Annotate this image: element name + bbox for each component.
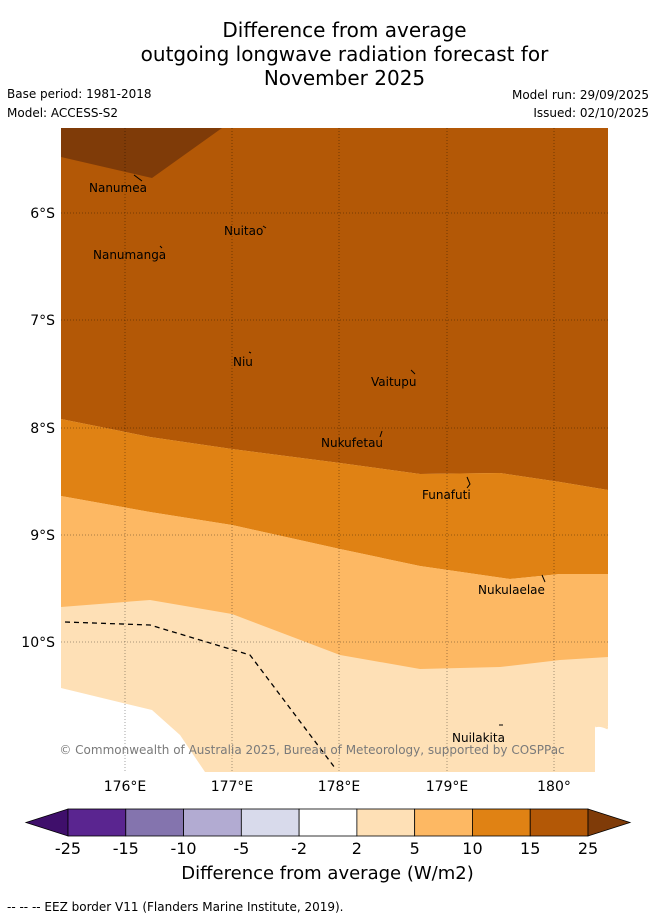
eez-border-line xyxy=(64,621,336,769)
place-label-nukulaelae: Nukulaelae xyxy=(478,583,545,597)
model-text: Model: ACCESS-S2 xyxy=(7,106,119,120)
colorbar-tick-label: 2 xyxy=(351,839,362,858)
colorbar-tick-label: 25 xyxy=(577,839,599,858)
colorbar-segment-7 xyxy=(414,808,473,837)
colorbar-tick-label: 15 xyxy=(520,839,541,858)
colorbar-segment-3 xyxy=(183,808,242,837)
place-label-nanumanga: Nanumanga xyxy=(93,248,166,262)
place-label-nuitao: Nuitao xyxy=(224,224,263,238)
colorbar-segment-1 xyxy=(67,808,127,837)
place-label-nanumea: Nanumea xyxy=(89,181,147,195)
lon-label-180: 180° xyxy=(537,779,571,795)
band-neutral-east xyxy=(595,726,608,772)
lat-label-6s: 6°S xyxy=(30,206,55,222)
colorbar-tick-label: -5 xyxy=(233,839,250,858)
base-period-text: Base period: 1981-2018 xyxy=(7,87,152,101)
colorbar-label: Difference from average (W/m2) xyxy=(181,863,474,884)
band-neutral xyxy=(61,688,205,772)
colorbar-segment-9 xyxy=(529,808,589,837)
colorbar-extend-high xyxy=(587,808,632,837)
lon-label-177e: 177°E xyxy=(211,779,254,795)
colorbar-tick-label: 10 xyxy=(462,839,483,858)
colorbar xyxy=(24,808,632,837)
lon-label-178e: 178°E xyxy=(318,779,361,795)
place-label-nukufetau: Nukufetau xyxy=(321,436,383,450)
island-markers xyxy=(133,174,546,726)
band-10-to-15 xyxy=(61,419,608,579)
lat-label-8s: 8°S xyxy=(30,421,55,437)
olr-anomaly-contours xyxy=(61,128,608,772)
title-line-1: Difference from average xyxy=(222,18,467,42)
colorbar-extend-low xyxy=(24,808,69,837)
place-label-vaitupu: Vaitupu xyxy=(371,375,417,389)
chart-title: Difference from average outgoing longwav… xyxy=(0,18,655,90)
band-15-to-25 xyxy=(61,128,608,490)
title-line-2: outgoing longwave radiation forecast for xyxy=(140,42,549,66)
issued-text: Issued: 02/10/2025 xyxy=(533,106,649,120)
copyright-text: © Commonwealth of Australia 2025, Bureau… xyxy=(59,743,564,757)
place-labels: Nanumea Nuitao Nanumanga Niu Vaitupu Nuk… xyxy=(89,181,545,745)
place-label-nuilakita: Nuilakita xyxy=(452,731,505,745)
colorbar-tick-label: 5 xyxy=(409,839,420,858)
colorbar-segment-5 xyxy=(298,808,358,837)
model-run-text: Model run: 29/09/2025 xyxy=(511,88,649,102)
colorbar-segment-6 xyxy=(356,808,416,837)
lon-label-176e: 176°E xyxy=(104,779,147,795)
band-above-25 xyxy=(61,128,222,178)
longitude-labels: 176°E 177°E 178°E 179°E 180° xyxy=(104,779,571,795)
place-label-funafuti: Funafuti xyxy=(422,488,471,502)
latitude-labels: 6°S 7°S 8°S 9°S 10°S xyxy=(21,206,55,651)
colorbar-tick-label: -25 xyxy=(54,839,82,858)
lat-label-9s: 9°S xyxy=(30,528,55,544)
colorbar-segment-2 xyxy=(125,808,184,837)
place-label-niu: Niu xyxy=(233,355,253,369)
lon-label-179e: 179°E xyxy=(426,779,469,795)
colorbar-tick-label: -10 xyxy=(170,839,197,858)
colorbar-segment-8 xyxy=(472,808,531,837)
band-5-to-10 xyxy=(61,496,608,669)
title-line-3: November 2025 xyxy=(263,66,426,90)
colorbar-tick-label: -2 xyxy=(291,839,308,858)
lat-label-10s: 10°S xyxy=(21,635,55,651)
graticule xyxy=(61,128,608,772)
colorbar-segment-4 xyxy=(240,808,300,837)
colorbar-tick-label: -15 xyxy=(112,839,139,858)
eez-legend-text: -- -- -- EEZ border V11 (Flanders Marine… xyxy=(7,900,344,914)
lat-label-7s: 7°S xyxy=(30,313,55,329)
